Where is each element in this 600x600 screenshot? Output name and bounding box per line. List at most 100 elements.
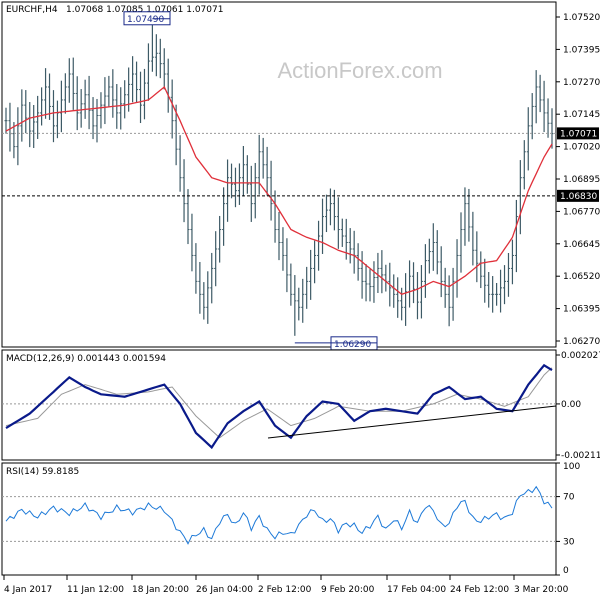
x-tick-label: 4 Jan 2017 <box>4 585 52 595</box>
price-bar <box>463 187 467 246</box>
price-bar <box>431 223 435 271</box>
price-bar <box>265 146 269 196</box>
price-bar <box>526 107 530 171</box>
price-bar <box>328 188 332 226</box>
price-bar <box>514 199 518 273</box>
price-bar <box>75 76 79 131</box>
price-bar <box>317 220 321 271</box>
price-bar <box>396 277 400 318</box>
x-tick-label: 24 Feb 12:00 <box>450 585 509 595</box>
price-bar <box>146 43 150 101</box>
rsi-line <box>5 485 553 545</box>
macd-line <box>5 363 553 450</box>
support-price-tag: 1.06830 <box>557 189 599 202</box>
price-bar <box>499 269 503 313</box>
price-bar <box>194 243 198 294</box>
price-bar <box>439 246 443 298</box>
price-bar <box>218 215 222 263</box>
price-bar <box>321 198 325 254</box>
price-bar <box>459 212 463 273</box>
high-annotation: 1.07490 <box>123 11 171 26</box>
macd-y-tick-label: 0.002027 <box>561 351 600 361</box>
price-bar <box>59 80 63 133</box>
price-panel-frame <box>1 1 557 348</box>
price-bar <box>119 87 123 130</box>
price-bar <box>245 155 249 194</box>
price-bar <box>475 231 479 283</box>
price-bar <box>123 80 127 119</box>
price-bar <box>253 162 257 219</box>
price-bar <box>293 275 297 336</box>
price-bar <box>451 267 455 321</box>
price-bar <box>447 275 451 327</box>
price-bar <box>495 282 499 306</box>
price-bar <box>32 105 36 149</box>
price-bar <box>170 79 174 139</box>
x-tick-label: 2 Feb 12:00 <box>258 585 312 595</box>
price-bar <box>538 74 542 113</box>
price-bar <box>210 252 214 304</box>
rsi-y-tick-label: 0 <box>563 566 569 576</box>
price-bar <box>162 48 166 90</box>
price-bar <box>198 261 202 314</box>
price-bar <box>142 68 146 120</box>
price-bar <box>305 266 309 309</box>
price-bar <box>139 71 143 124</box>
current-price-tag: 1.07071 <box>557 127 599 140</box>
price-y-tick-label: 1.07395 <box>563 45 600 55</box>
macd-y-axis: 0.002027 0.00 -0.002116 <box>556 351 600 461</box>
price-y-tick-label: 1.07020 <box>563 143 600 153</box>
price-bar <box>277 211 281 261</box>
price-bar <box>202 282 206 320</box>
high-annotation-label: 1.07490 <box>127 15 164 25</box>
price-bar <box>44 68 48 119</box>
price-bar <box>87 75 91 130</box>
price-bar <box>182 159 186 223</box>
price-bar <box>24 90 28 134</box>
rsi-title: RSI(14) 59.8185 <box>6 467 79 477</box>
price-bar <box>48 73 52 120</box>
price-bar <box>356 243 360 281</box>
price-bar <box>336 197 340 249</box>
price-bar <box>419 265 423 319</box>
price-y-axis: 1.07520 1.07395 1.07270 1.07145 1.07020 1.068… <box>556 13 600 347</box>
price-bar <box>67 58 71 103</box>
price-bar <box>443 267 447 308</box>
rsi-y-tick-label: 100 <box>563 462 580 472</box>
x-tick-label: 9 Feb 20:00 <box>321 585 375 595</box>
macd-title: MACD(12,26,9) 0.001443 0.001594 <box>6 354 166 364</box>
price-bar <box>16 107 20 166</box>
price-bar <box>178 135 182 192</box>
price-bar <box>174 104 178 166</box>
price-bar <box>257 134 261 195</box>
price-bar <box>103 77 107 125</box>
price-bar <box>71 57 75 110</box>
support-line-label: 1.06830 <box>560 192 597 202</box>
price-bar <box>510 239 514 285</box>
price-bar <box>364 264 368 302</box>
price-bar <box>206 271 210 324</box>
price-bar <box>427 238 431 274</box>
x-tick-label: 3 Mar 20:00 <box>514 585 569 595</box>
price-bar <box>237 163 241 205</box>
x-tick-label: 17 Feb 04:00 <box>387 585 446 595</box>
price-y-tick-label: 1.07270 <box>563 78 600 88</box>
price-bar <box>36 95 40 139</box>
price-bar <box>214 231 218 287</box>
price-bar <box>233 167 237 208</box>
price-bar <box>360 251 364 299</box>
price-bar <box>301 278 305 323</box>
current-price-label: 1.07071 <box>560 129 597 139</box>
price-bar <box>12 122 16 159</box>
macd-trendline <box>267 405 557 439</box>
price-bar <box>91 97 95 140</box>
price-title: EURCHF,H4 <box>6 5 58 15</box>
rsi-y-tick-label: 30 <box>563 537 575 547</box>
price-bar <box>51 90 55 143</box>
price-bar <box>372 261 376 303</box>
rsi-y-axis: 100 70 30 0 <box>556 462 580 576</box>
x-tick-label: 18 Jan 20:00 <box>132 585 189 595</box>
price-bar <box>297 287 301 321</box>
price-bar <box>423 244 427 298</box>
